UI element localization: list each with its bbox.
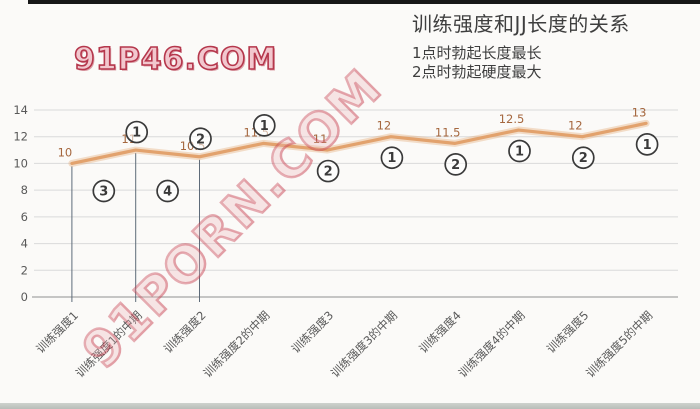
series-line (70, 121, 648, 166)
annotation-digit: 3 (99, 185, 108, 200)
annotation-circle (92, 179, 116, 203)
y-axis-tick-label: 6 (21, 210, 28, 224)
chart-title: 训练强度和JJ长度的关系 (412, 12, 630, 36)
y-axis-tick-label: 10 (13, 156, 28, 170)
annotation-circle (380, 146, 404, 170)
data-point-label: 12 (568, 119, 583, 133)
annotation-digit: 2 (196, 132, 205, 147)
x-axis-category-label: 训练强度5的中期 (583, 308, 655, 380)
y-axis-tick-label: 2 (21, 263, 28, 277)
x-axis-category-label: 训练强度5 (544, 308, 592, 356)
data-point-label: 12.5 (499, 112, 525, 126)
bottom-gray-bar (0, 403, 700, 409)
data-point-label: 11 (313, 132, 328, 146)
x-axis-category-label: 训练强度4 (416, 308, 464, 356)
annotation-circle (444, 153, 468, 176)
x-axis-category-label: 训练强度1 (33, 308, 81, 356)
annotation-circle (252, 114, 276, 137)
data-point-label: 12 (377, 119, 392, 133)
annotation-digit: 2 (324, 165, 333, 180)
y-axis-tick-label: 4 (21, 237, 28, 251)
annotation-digit: 2 (579, 151, 588, 166)
x-axis-category-label: 训练强度3 (289, 308, 337, 356)
chart-note-1: 1点时勃起长度最长 (412, 44, 542, 62)
y-axis-tick-label: 12 (13, 130, 28, 144)
top-black-bar (28, 0, 700, 4)
y-axis-tick-label: 0 (21, 290, 28, 304)
y-axis-tick-label: 14 (13, 103, 28, 117)
x-axis-category-label: 训练强度2的中期 (200, 308, 272, 380)
x-axis-category-label: 训练强度3的中期 (328, 308, 400, 380)
x-axis-category-label: 训练强度4的中期 (456, 308, 528, 380)
annotation-digit: 4 (163, 185, 172, 200)
annotation-digit: 1 (387, 151, 396, 166)
annotation-circle (125, 120, 149, 144)
data-point-label: 13 (632, 105, 647, 119)
data-point-label: 11.5 (435, 125, 461, 139)
annotation-digit: 1 (643, 138, 652, 153)
annotation-circle (635, 133, 659, 156)
annotation-digit: 1 (515, 145, 524, 160)
y-axis-tick-label: 8 (21, 183, 28, 197)
annotation-digit: 2 (451, 158, 460, 173)
annotation-circle (189, 127, 212, 151)
data-point-label: 10 (58, 145, 73, 159)
annotation-circle (508, 139, 531, 163)
annotation-circle (156, 179, 179, 203)
chart-title-block: 训练强度和JJ长度的关系 1点时勃起长度最长 2点时勃起硬度最大 (412, 8, 696, 82)
annotation-circle (316, 159, 340, 183)
annotation-digit: 1 (132, 126, 141, 141)
chart-note-2: 2点时勃起硬度最大 (412, 63, 542, 81)
annotation-digit: 1 (260, 119, 269, 134)
annotation-circle (571, 146, 595, 170)
watermark-corner: 91P46.COM (73, 41, 278, 78)
